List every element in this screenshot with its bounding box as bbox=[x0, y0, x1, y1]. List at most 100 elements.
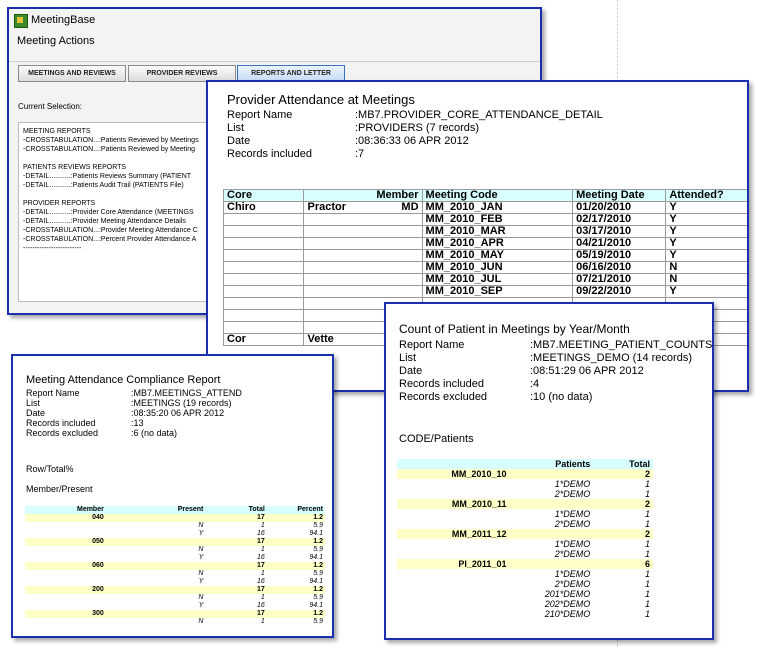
meta-key: Date bbox=[227, 135, 251, 147]
meta-key: Records excluded bbox=[399, 391, 488, 403]
meta-row: Date:08:35:20 06 APR 2012 bbox=[26, 408, 286, 418]
cell-present: N bbox=[198, 522, 204, 529]
list-item[interactable]: -CROSSTABULATION...:Provider Meeting Att… bbox=[23, 227, 198, 234]
title-bar: MeetingBase bbox=[9, 9, 540, 31]
menu-meeting-actions[interactable]: Meeting Actions bbox=[17, 35, 95, 47]
cell-member bbox=[303, 285, 423, 298]
provider-reviews-button[interactable]: PROVIDER REVIEWS bbox=[128, 65, 236, 82]
list-item[interactable]: -DETAIL...........:Provider Core Attenda… bbox=[23, 209, 194, 216]
compliance-report: Meeting Attendance Compliance Report Rep… bbox=[11, 354, 334, 638]
table-header-row: Patients Total bbox=[397, 459, 653, 469]
cell-empty bbox=[105, 610, 206, 618]
detail-row: N 1 5.9 bbox=[25, 594, 325, 602]
cell-member: 200 bbox=[25, 586, 106, 594]
cell-attended: Y bbox=[665, 237, 747, 250]
list-item[interactable]: ------------------------- bbox=[23, 245, 82, 252]
column-header: Meeting Code bbox=[421, 189, 574, 202]
meta-key: List bbox=[227, 122, 245, 134]
detail-row: 1*DEMO 1 bbox=[397, 539, 653, 549]
cell-attended: Y bbox=[665, 213, 747, 226]
column-header: Attended? bbox=[665, 189, 747, 202]
group-row: PI_2011_01 6 bbox=[397, 559, 653, 569]
cell-meeting-date: 02/17/2010 bbox=[572, 213, 667, 226]
meta-value: :7 bbox=[355, 148, 365, 160]
cell-meeting-code: MM_2010_JUN bbox=[421, 261, 574, 274]
column-header: Total bbox=[205, 506, 267, 514]
cell-empty bbox=[509, 559, 594, 569]
cell-empty bbox=[222, 297, 305, 310]
cell-percent: 1.2 bbox=[266, 538, 325, 546]
cell-total: 1 bbox=[644, 479, 650, 489]
detail-row: Y 16 94.1 bbox=[25, 602, 325, 610]
list-item[interactable]: -CROSSTABULATION...:Patients Reviewed by… bbox=[23, 137, 199, 144]
member-degree: MD bbox=[401, 201, 419, 213]
cell-member bbox=[303, 225, 423, 238]
cell-total: 1 bbox=[644, 539, 650, 549]
cell-percent: 94.1 bbox=[309, 530, 323, 537]
meta-key: Records excluded bbox=[26, 428, 99, 438]
patient-count-table: Patients Total MM_2010_10 2 1*DEMO 1 2*DEMO 1 MM… bbox=[397, 459, 653, 619]
cell-empty bbox=[25, 602, 106, 610]
cell-total: 2 bbox=[593, 469, 653, 479]
meta-row: Records included:13 bbox=[26, 418, 286, 428]
cell-member bbox=[303, 213, 423, 226]
cell-meeting-code: MM_2010_JAN bbox=[421, 201, 574, 214]
list-item[interactable]: -CROSSTABULATION...:Percent Provider Att… bbox=[23, 236, 197, 243]
column-header bbox=[397, 459, 510, 469]
current-selection-label: Current Selection: bbox=[18, 102, 83, 111]
cell-percent: 94.1 bbox=[309, 554, 323, 561]
cell-core bbox=[222, 249, 305, 262]
cell-meeting-date: 05/19/2010 bbox=[572, 249, 667, 262]
cell-member: 050 bbox=[25, 538, 106, 546]
cell-total: 17 bbox=[205, 538, 267, 546]
cell-percent: 5.9 bbox=[313, 570, 323, 577]
cell-attended: Y bbox=[665, 249, 747, 262]
cell-percent: 5.9 bbox=[313, 522, 323, 529]
cell-empty bbox=[509, 469, 594, 479]
meetings-and-reviews-button[interactable]: MEETINGS AND REVIEWS bbox=[18, 65, 126, 82]
cell-empty bbox=[397, 549, 509, 559]
meta-row: Report Name:MB7.MEETINGS_ATTEND bbox=[26, 388, 286, 398]
cell-total: 1 bbox=[260, 594, 265, 601]
list-item[interactable]: -CROSSTABULATION...:Patients Reviewed by… bbox=[23, 146, 196, 153]
detail-row: 2*DEMO 1 bbox=[397, 579, 653, 589]
cell-empty bbox=[397, 519, 509, 529]
table-header-row: Member Present Total Percent bbox=[25, 506, 325, 514]
cell-total: 1 bbox=[644, 549, 650, 559]
detail-row: 210*DEMO 1 bbox=[397, 609, 653, 619]
meta-row: Records excluded:6 (no data) bbox=[26, 428, 286, 438]
report-meta: Report Name:MB7.MEETINGS_ATTEND List:MEET… bbox=[26, 388, 286, 438]
detail-row: Y 16 94.1 bbox=[25, 578, 325, 586]
cell-total: 2 bbox=[593, 529, 653, 539]
app-title: MeetingBase bbox=[31, 14, 96, 26]
group-row: 060 17 1.2 bbox=[25, 562, 325, 570]
patient-count-report: Count of Patient in Meetings by Year/Mon… bbox=[384, 302, 714, 640]
table-header-row: Core Member Meeting Code Meeting Date Attend… bbox=[222, 189, 747, 202]
group-row: 040 17 1.2 bbox=[25, 514, 325, 522]
table-row: MM_2010_APR 04/21/2010 Y bbox=[222, 237, 747, 250]
cell-attended: N bbox=[665, 261, 747, 274]
cell-meeting-date: 09/22/2010 bbox=[572, 285, 667, 298]
list-item[interactable]: -DETAIL...........:Patients Audit Trail … bbox=[23, 182, 184, 189]
cell-present: N bbox=[198, 570, 204, 577]
meta-value: :MB7.PROVIDER_CORE_ATTENDANCE_DETAIL bbox=[355, 109, 603, 121]
meta-value: :08:51:29 06 APR 2012 bbox=[530, 365, 644, 377]
cell-member bbox=[303, 237, 423, 250]
meta-value: :MEETINGS (19 records) bbox=[131, 398, 232, 408]
list-item[interactable]: -DETAIL...........:Provider Meeting Atte… bbox=[23, 218, 186, 225]
cell-meeting-code: MM_2010_MAY bbox=[421, 249, 574, 262]
cell-meeting-date: 01/20/2010 bbox=[572, 201, 667, 214]
meta-value: :MB7.MEETINGS_ATTEND bbox=[131, 388, 242, 398]
list-item[interactable]: -DETAIL...........:Patients Reviews Summ… bbox=[23, 173, 192, 180]
meta-row: List:MEETINGS (19 records) bbox=[26, 398, 286, 408]
cell-patient: 202*DEMO bbox=[544, 599, 591, 609]
cell-percent: 1.2 bbox=[266, 562, 325, 570]
cell-percent: 1.2 bbox=[266, 610, 325, 618]
cell-core bbox=[222, 225, 305, 238]
cell-empty bbox=[105, 562, 206, 570]
meta-value: :4 bbox=[530, 378, 540, 390]
cell-member: 300 bbox=[25, 610, 106, 618]
cell-member: 040 bbox=[25, 514, 106, 522]
group-row: MM_2010_10 2 bbox=[397, 469, 653, 479]
table-row: MM_2010_MAY 05/19/2010 Y bbox=[222, 249, 747, 262]
